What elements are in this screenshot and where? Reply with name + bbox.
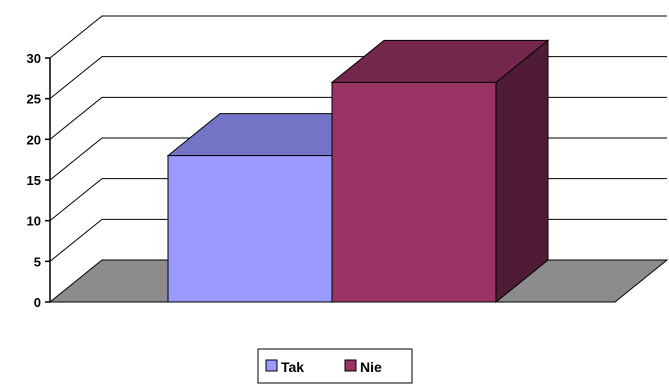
y-tick-label: 25 [27,92,41,107]
y-tick-label: 0 [34,295,41,310]
legend-swatch-nie [344,359,357,372]
legend-box [257,348,413,384]
y-tick-label: 20 [27,132,41,147]
y-tick-label: 30 [27,51,41,66]
legend: Tak Nie [257,348,413,384]
y-tick-label: 10 [27,214,41,229]
bar-tak [167,155,333,303]
gridline [49,15,667,59]
bar-nie [331,81,497,303]
legend-swatch-tak [265,359,278,372]
y-tick-label: 5 [34,254,41,269]
plot-area: 0 5 10 15 20 25 30 [27,15,669,310]
legend-label-tak: Tak [281,359,304,375]
y-tick-label: 15 [27,173,41,188]
bar-side-nie [495,39,549,304]
legend-label-nie: Nie [360,359,382,375]
